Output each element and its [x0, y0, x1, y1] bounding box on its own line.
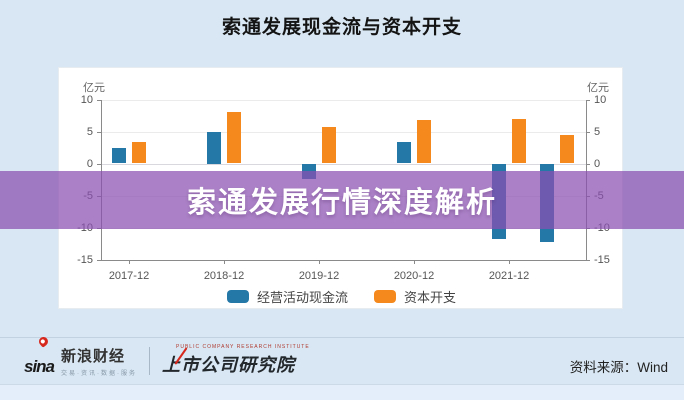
page-title: 索通发展现金流与资本开支: [221, 17, 462, 38]
x-tick-mark: [129, 259, 130, 264]
promo-overlay-text: 索通发展行情深度解析: [186, 187, 497, 219]
y-tick-mark-right: [586, 163, 590, 165]
bar-资本开支-2017-12: [132, 142, 146, 164]
bar-资本开支-extra: [559, 134, 574, 164]
x-tick-label: 2018-12: [203, 269, 245, 282]
bar-经营活动现金流-2017-12: [112, 148, 126, 164]
x-tick-mark: [414, 259, 415, 264]
y-tick-label: -15: [594, 253, 610, 266]
x-tick-mark: [509, 259, 510, 264]
gridline: [101, 131, 586, 133]
legend-item-经营活动现金流: 经营活动现金流: [226, 287, 348, 306]
legend-swatch: [374, 289, 396, 303]
y-tick-mark-left: [97, 99, 101, 101]
x-tick-label: 2017-12: [108, 269, 150, 282]
y-tick-mark-right: [586, 259, 590, 261]
y-tick-mark-left: [97, 163, 101, 165]
sina-tagline: 交易·资讯·数据·服务: [61, 370, 138, 377]
data-source-label: 资料来源：Wind: [569, 360, 668, 375]
sina-finance-block: 新浪财经 交易·资讯·数据·服务: [61, 345, 137, 377]
legend-item-资本开支: 资本开支: [374, 287, 456, 306]
y-tick-label: 5: [594, 125, 601, 138]
legend-label: 经营活动现金流: [256, 289, 348, 305]
bar-经营活动现金流-2018-12: [207, 131, 221, 164]
bar-资本开支-2020-12: [417, 119, 431, 164]
bar-资本开支-2019-12: [322, 127, 336, 164]
y-tick-label: 0: [86, 157, 93, 170]
bar-资本开支-2021-12: [512, 119, 526, 164]
bottom-strip: [0, 384, 684, 400]
y-axis-unit-right: 亿元: [587, 82, 609, 94]
gridline: [101, 163, 586, 165]
y-tick-mark-right: [586, 99, 590, 101]
footer: sina 新浪财经 交易·资讯·数据·服务 PUBLIC COMPANY RES…: [0, 334, 684, 384]
y-tick-mark-left: [97, 259, 101, 261]
institute-label: 上市公司研究院: [162, 355, 296, 375]
x-tick-mark: [319, 259, 320, 264]
legend-label: 资本开支: [404, 289, 457, 305]
sina-logo-text: sina: [24, 356, 55, 376]
y-tick-mark-right: [586, 131, 590, 133]
x-tick-label: 2019-12: [298, 269, 340, 282]
x-tick-label: 2020-12: [393, 269, 435, 282]
research-institute-logo: PUBLIC COMPANY RESEARCH INSTITUTE 上市公司研究…: [162, 344, 310, 377]
y-tick-label: 10: [594, 93, 607, 106]
footer-logos: sina 新浪财经 交易·资讯·数据·服务 PUBLIC COMPANY RES…: [24, 334, 310, 377]
x-tick-label: 2021-12: [488, 269, 530, 282]
x-tick-mark: [224, 259, 225, 264]
y-tick-label: 10: [80, 93, 93, 106]
chart-legend: 经营活动现金流 资本开支: [59, 287, 624, 306]
bar-经营活动现金流-2020-12: [397, 141, 411, 164]
y-tick-label: 0: [594, 157, 601, 170]
promo-overlay-banner: 索通发展行情深度解析: [0, 171, 684, 229]
institute-caption: PUBLIC COMPANY RESEARCH INSTITUTE: [176, 344, 310, 350]
bar-资本开支-2018-12: [227, 112, 241, 164]
sina-finance-logo: sina 新浪财经 交易·资讯·数据·服务: [24, 334, 137, 377]
sina-flame-icon: [37, 334, 50, 348]
legend-swatch: [226, 289, 249, 303]
y-tick-label: -15: [77, 253, 93, 266]
y-tick-mark-left: [97, 131, 101, 133]
y-axis-unit-left: 亿元: [83, 82, 105, 94]
sina-finance-label: 新浪财经: [61, 347, 126, 365]
footer-logo-divider: [149, 346, 151, 375]
y-tick-label: 5: [86, 125, 93, 138]
gridline: [101, 99, 586, 101]
x-axis: [101, 259, 586, 261]
